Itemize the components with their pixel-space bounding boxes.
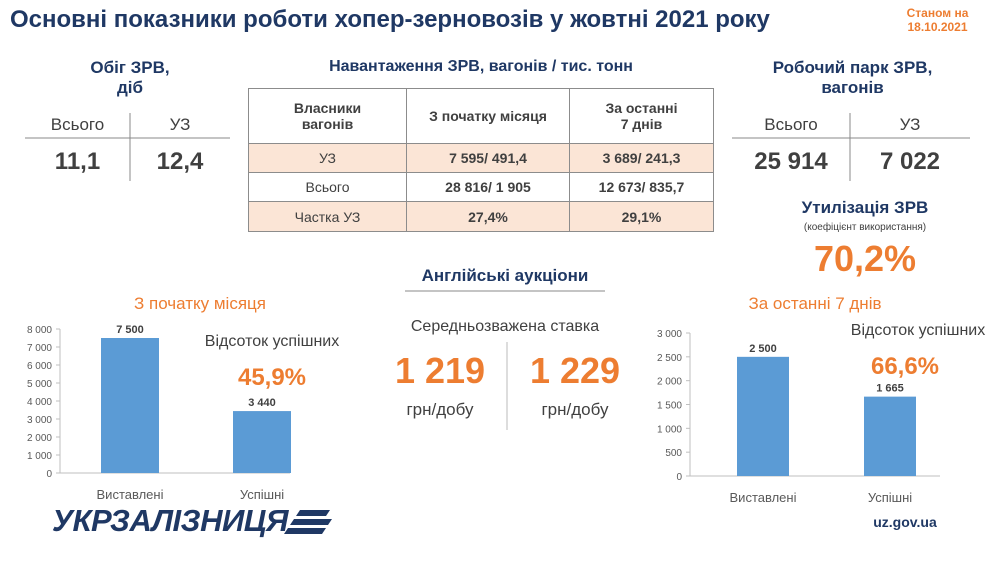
- y-tick-label: 0: [676, 472, 682, 483]
- y-tick-label: 5 000: [27, 379, 52, 390]
- date: Станом на 18.10.2021: [890, 6, 985, 34]
- line: вагонів: [301, 116, 354, 132]
- rate-unit: грн/добу: [406, 400, 474, 419]
- cell: 3 689/ 241,3: [569, 143, 714, 173]
- cell: Частка УЗ: [248, 201, 407, 232]
- column-label: УЗ: [899, 115, 921, 134]
- logo-icon: [284, 510, 332, 534]
- success-label: Відсоток успішних: [851, 322, 985, 339]
- rate-unit: грн/добу: [541, 400, 609, 419]
- title-line: Обіг ЗРВ,: [90, 58, 170, 77]
- turnover-title: Обіг ЗРВ, діб: [30, 58, 230, 98]
- y-tick-label: 1 000: [27, 451, 52, 462]
- chart-title: За останні 7 днів: [748, 294, 881, 313]
- line: За останні: [605, 100, 678, 116]
- title-line: Робочий парк ЗРВ,: [772, 58, 933, 77]
- utilization-value: 70,2%: [813, 238, 917, 279]
- value: 12,4: [156, 148, 204, 175]
- y-tick-label: 6 000: [27, 361, 52, 372]
- y-tick-label: 2 000: [657, 377, 682, 388]
- cell: 27,4%: [406, 201, 570, 232]
- value: 25 914: [754, 148, 828, 175]
- bar: [101, 338, 159, 473]
- column-label: УЗ: [169, 115, 191, 134]
- header-cell: За останні 7 днів: [569, 88, 714, 144]
- date-line: Станом на: [906, 6, 969, 20]
- y-tick-label: 2 000: [27, 433, 52, 444]
- row: УЗ 7 595/ 491,4 3 689/ 241,3: [248, 143, 714, 173]
- y-tick-label: 8 000: [27, 325, 52, 336]
- y-tick-label: 1 500: [657, 401, 682, 412]
- y-tick-label: 2 500: [657, 353, 682, 364]
- value: 7 022: [879, 148, 941, 175]
- success-value: 45,9%: [238, 364, 306, 391]
- title: Основні показники роботи хопер-зерновозі…: [10, 6, 770, 33]
- success-label: Відсоток успішних: [205, 333, 339, 350]
- header-cell: Власники вагонів: [248, 88, 407, 144]
- cell: 29,1%: [569, 201, 714, 232]
- bar: [233, 411, 291, 473]
- loading-title: Навантаження ЗРВ, вагонів / тис. тонн: [329, 58, 633, 75]
- y-tick-label: 4 000: [27, 397, 52, 408]
- cell: 28 816/ 1 905: [406, 172, 570, 202]
- x-tick-label: Виставлені: [730, 490, 797, 505]
- line: 7 днів: [620, 116, 663, 132]
- value: 11,1: [54, 148, 101, 175]
- loading-table: Власники вагонів З початку місяця За оста…: [248, 88, 714, 232]
- title-line: вагонів: [821, 78, 884, 97]
- date-line: 18.10.2021: [907, 20, 968, 34]
- rate: 1 229: [529, 350, 621, 391]
- success-value: 66,6%: [871, 353, 939, 380]
- utilization-title: Утилізація ЗРВ: [801, 198, 929, 217]
- value-label: 3 440: [248, 397, 276, 409]
- bar: [737, 356, 789, 476]
- auction-title: Англійські аукціони: [421, 266, 589, 285]
- x-tick-label: Успішні: [240, 487, 284, 502]
- logo: УКРЗАЛІЗНИЦЯ: [52, 503, 288, 538]
- y-tick-label: 0: [46, 469, 52, 480]
- chart-title: З початку місяця: [134, 294, 266, 313]
- row: Всього 28 816/ 1 905 12 673/ 835,7: [248, 172, 714, 202]
- y-tick-label: 1 000: [657, 424, 682, 435]
- title-line: діб: [116, 78, 143, 97]
- y-tick-label: 3 000: [657, 329, 682, 340]
- value-label: 2 500: [749, 343, 777, 355]
- value-label: 1 665: [876, 383, 904, 395]
- url: uz.gov.ua: [873, 514, 937, 530]
- cell: УЗ: [248, 143, 407, 173]
- header-row: Власники вагонів З початку місяця За оста…: [248, 88, 714, 144]
- cell: Всього: [248, 172, 407, 202]
- cell: 12 673/ 835,7: [569, 172, 714, 202]
- y-tick-label: 7 000: [27, 343, 52, 354]
- line: З початку місяця: [429, 108, 547, 124]
- x-tick-label: Успішні: [868, 490, 912, 505]
- column-label: Всього: [764, 115, 818, 134]
- rate: 1 219: [394, 350, 486, 391]
- y-tick-label: 500: [665, 448, 682, 459]
- value-label: 7 500: [116, 324, 144, 336]
- row: Частка УЗ 27,4% 29,1%: [248, 201, 714, 232]
- x-tick-label: Виставлені: [97, 487, 164, 502]
- column-label: Всього: [50, 115, 105, 134]
- auction-subtitle: Середньозважена ставка: [410, 318, 600, 335]
- fleet-title: Робочий парк ЗРВ, вагонів: [735, 58, 970, 98]
- y-tick-label: 3 000: [27, 415, 52, 426]
- header-cell: З початку місяця: [406, 88, 570, 144]
- line: Власники: [293, 100, 362, 116]
- cell: 7 595/ 491,4: [406, 143, 570, 173]
- bar: [864, 396, 916, 476]
- utilization-subtitle: (коефіцієнт використання): [803, 222, 927, 233]
